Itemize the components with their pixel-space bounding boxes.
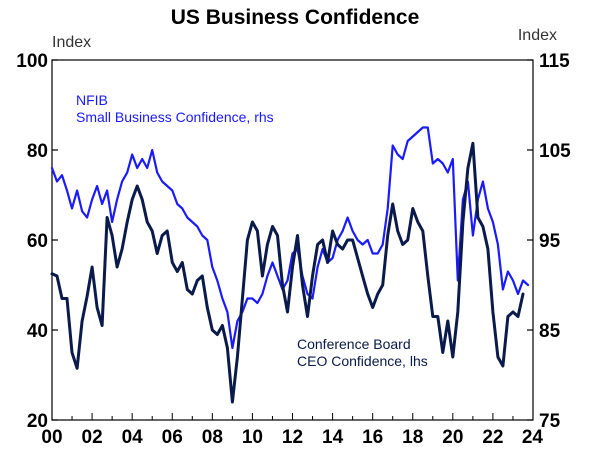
left-tick-label: 40 [27, 321, 48, 342]
x-tick-label: 18 [402, 427, 423, 448]
x-tick-label: 16 [362, 427, 383, 448]
right-axis-unit-label: Index [518, 27, 557, 44]
x-tick-label: 00 [41, 427, 62, 448]
nfib-label-line2: Small Business Confidence, rhs [76, 109, 274, 125]
x-tick-label: 22 [482, 427, 503, 448]
ceo-label-line2: CEO Confidence, lhs [297, 353, 428, 369]
right-tick-label: 75 [539, 411, 561, 432]
right-axis: 75 85 95 105 115 [527, 51, 571, 432]
x-tick-label: 12 [282, 427, 303, 448]
x-tick-label: 24 [522, 427, 544, 448]
left-axis: 20 40 60 80 100 [16, 51, 58, 432]
left-axis-unit-label: Index [52, 34, 91, 51]
nfib-label-line1: NFIB [76, 92, 108, 108]
left-tick-label: 20 [27, 411, 48, 432]
left-tick-label: 60 [27, 231, 48, 252]
ceo-label-line1: Conference Board [297, 336, 411, 352]
x-tick-label: 08 [202, 427, 223, 448]
right-tick-label: 85 [539, 321, 561, 342]
left-tick-label: 80 [27, 141, 48, 162]
chart-title: US Business Confidence [171, 6, 420, 29]
x-tick-label: 02 [82, 427, 103, 448]
right-tick-label: 115 [539, 51, 570, 72]
series-group [50, 126, 530, 404]
x-tick-label: 06 [162, 427, 183, 448]
x-tick-label: 14 [322, 427, 344, 448]
right-tick-label: 105 [539, 141, 571, 162]
x-tick-label: 20 [442, 427, 463, 448]
x-axis: 00 02 04 06 08 10 12 14 16 18 20 22 24 [41, 413, 543, 448]
ceo-confidence-series-line [50, 141, 525, 404]
right-tick-label: 95 [539, 231, 561, 252]
x-tick-label: 04 [122, 427, 144, 448]
nfib-series-line [50, 126, 530, 350]
x-tick-label: 10 [242, 427, 263, 448]
left-tick-label: 100 [16, 51, 48, 72]
